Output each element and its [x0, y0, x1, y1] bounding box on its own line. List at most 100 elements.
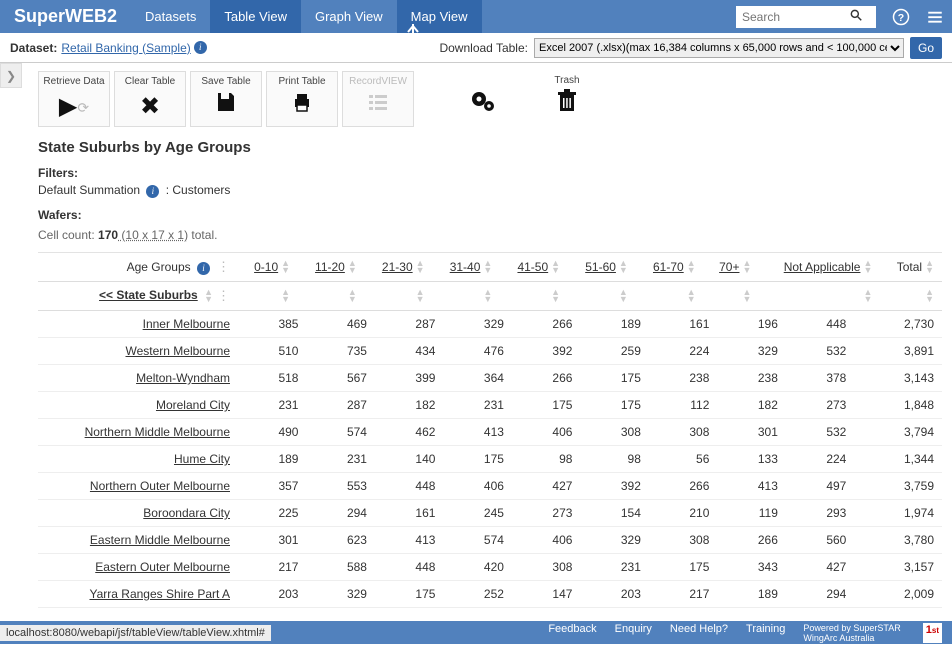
state-suburbs-header[interactable]: << State Suburbs ▲▼⋮: [38, 282, 238, 311]
col-51-60[interactable]: 51-60▲▼: [568, 253, 636, 282]
clear-table-button[interactable]: Clear Table ✖: [114, 71, 186, 127]
suburb-link[interactable]: Moreland City: [156, 398, 230, 412]
data-cell: 161: [649, 311, 717, 338]
footer-help[interactable]: Need Help?: [670, 623, 728, 643]
dataset-link[interactable]: Retail Banking (Sample): [61, 41, 190, 55]
table-row: Eastern Outer Melbourne21758844842030823…: [38, 554, 942, 581]
info-icon[interactable]: i: [197, 262, 210, 275]
data-cell: 217: [649, 581, 717, 608]
data-cell: 434: [375, 338, 443, 365]
data-cell: 225: [238, 500, 306, 527]
search-box[interactable]: [736, 6, 876, 28]
info-icon[interactable]: i: [194, 41, 207, 54]
data-cell: 175: [375, 581, 443, 608]
print-table-button[interactable]: Print Table: [266, 71, 338, 127]
data-cell: 175: [580, 365, 648, 392]
data-cell: 308: [649, 527, 717, 554]
download-format-select[interactable]: Excel 2007 (.xlsx)(max 16,384 columns x …: [534, 38, 904, 58]
go-button[interactable]: Go: [910, 37, 942, 59]
data-cell: 3,157: [854, 554, 942, 581]
table-row: Northern Outer Melbourne3575534484064273…: [38, 473, 942, 500]
nav-graph-view[interactable]: Graph View: [301, 0, 397, 33]
data-cell: 224: [786, 446, 854, 473]
nav-datasets[interactable]: Datasets: [131, 0, 210, 33]
data-cell: 189: [238, 446, 306, 473]
suburb-link[interactable]: Yarra Ranges Shire Part A: [89, 587, 230, 601]
data-cell: 735: [306, 338, 374, 365]
suburb-link[interactable]: Western Melbourne: [126, 344, 231, 358]
col-41-50[interactable]: 41-50▲▼: [500, 253, 568, 282]
search-input[interactable]: [736, 10, 846, 24]
kebab-icon[interactable]: ⋮: [213, 288, 230, 304]
settings-button[interactable]: [458, 71, 508, 127]
data-cell: 287: [375, 311, 443, 338]
col-61-70[interactable]: 61-70▲▼: [636, 253, 704, 282]
suburb-link[interactable]: Boroondara City: [143, 506, 230, 520]
data-cell: 392: [512, 338, 580, 365]
data-cell: 560: [786, 527, 854, 554]
suburb-link[interactable]: Hume City: [174, 452, 230, 466]
info-icon[interactable]: i: [146, 185, 159, 198]
table-row: Hume City1892311401759898561332241,344: [38, 446, 942, 473]
suburb-link[interactable]: Eastern Outer Melbourne: [95, 560, 230, 574]
suburb-link[interactable]: Northern Outer Melbourne: [90, 479, 230, 493]
kebab-icon[interactable]: ⋮: [213, 259, 230, 274]
data-cell: 273: [512, 500, 580, 527]
retrieve-data-button[interactable]: Retrieve Data ▶⟳: [38, 71, 110, 127]
data-cell: 294: [306, 500, 374, 527]
download-label: Download Table:: [439, 41, 528, 55]
data-cell: 329: [717, 338, 785, 365]
suburb-link[interactable]: Inner Melbourne: [143, 317, 230, 331]
trash-button[interactable]: Trash: [542, 71, 592, 127]
data-cell: 175: [580, 392, 648, 419]
data-cell: 293: [786, 500, 854, 527]
data-cell: 182: [375, 392, 443, 419]
search-icon[interactable]: [846, 8, 866, 25]
suburb-link[interactable]: Northern Middle Melbourne: [85, 425, 230, 439]
data-cell: 98: [580, 446, 648, 473]
data-cell: 490: [238, 419, 306, 446]
col-70plus[interactable]: 70+▲▼: [704, 253, 760, 282]
data-cell: 217: [238, 554, 306, 581]
data-cell: 210: [649, 500, 717, 527]
footer-feedback[interactable]: Feedback: [548, 623, 596, 643]
col-na[interactable]: Not Applicable▲▼: [759, 253, 880, 282]
data-cell: 378: [786, 365, 854, 392]
recordview-button: RecordVIEW: [342, 71, 414, 127]
col-31-40[interactable]: 31-40▲▼: [433, 253, 501, 282]
col-11-20[interactable]: 11-20▲▼: [298, 253, 365, 282]
col-0-10[interactable]: 0-10▲▼: [238, 253, 298, 282]
data-cell: 553: [306, 473, 374, 500]
data-cell: 510: [238, 338, 306, 365]
data-cell: 532: [786, 338, 854, 365]
suburb-link[interactable]: Melton-Wyndham: [136, 371, 230, 385]
data-cell: 532: [786, 419, 854, 446]
data-cell: 301: [717, 419, 785, 446]
table-row: Northern Middle Melbourne490574462413406…: [38, 419, 942, 446]
help-icon[interactable]: ?: [888, 4, 914, 30]
expand-sidebar[interactable]: ❯: [0, 63, 22, 88]
page-title: State Suburbs by Age Groups: [38, 139, 942, 156]
table-row: Inner Melbourne3854692873292661891611964…: [38, 311, 942, 338]
col-total[interactable]: Total▲▼: [880, 253, 942, 282]
data-cell: 133: [717, 446, 785, 473]
nav-table-view[interactable]: Table View: [210, 0, 301, 33]
data-cell: 175: [512, 392, 580, 419]
suburb-link[interactable]: Eastern Middle Melbourne: [90, 533, 230, 547]
menu-icon[interactable]: [922, 4, 948, 30]
data-cell: 2,009: [854, 581, 942, 608]
data-cell: 175: [443, 446, 511, 473]
data-cell: 231: [238, 392, 306, 419]
footer-training[interactable]: Training: [746, 623, 785, 643]
data-cell: 182: [717, 392, 785, 419]
data-cell: 238: [649, 365, 717, 392]
data-cell: 245: [443, 500, 511, 527]
data-cell: 462: [375, 419, 443, 446]
save-table-button[interactable]: Save Table: [190, 71, 262, 127]
footer-enquiry[interactable]: Enquiry: [615, 623, 652, 643]
data-cell: 224: [649, 338, 717, 365]
nav-map-view[interactable]: Map View: [397, 0, 482, 33]
col-21-30[interactable]: 21-30▲▼: [365, 253, 433, 282]
data-cell: 329: [580, 527, 648, 554]
table-row: Western Melbourne51073543447639225922432…: [38, 338, 942, 365]
